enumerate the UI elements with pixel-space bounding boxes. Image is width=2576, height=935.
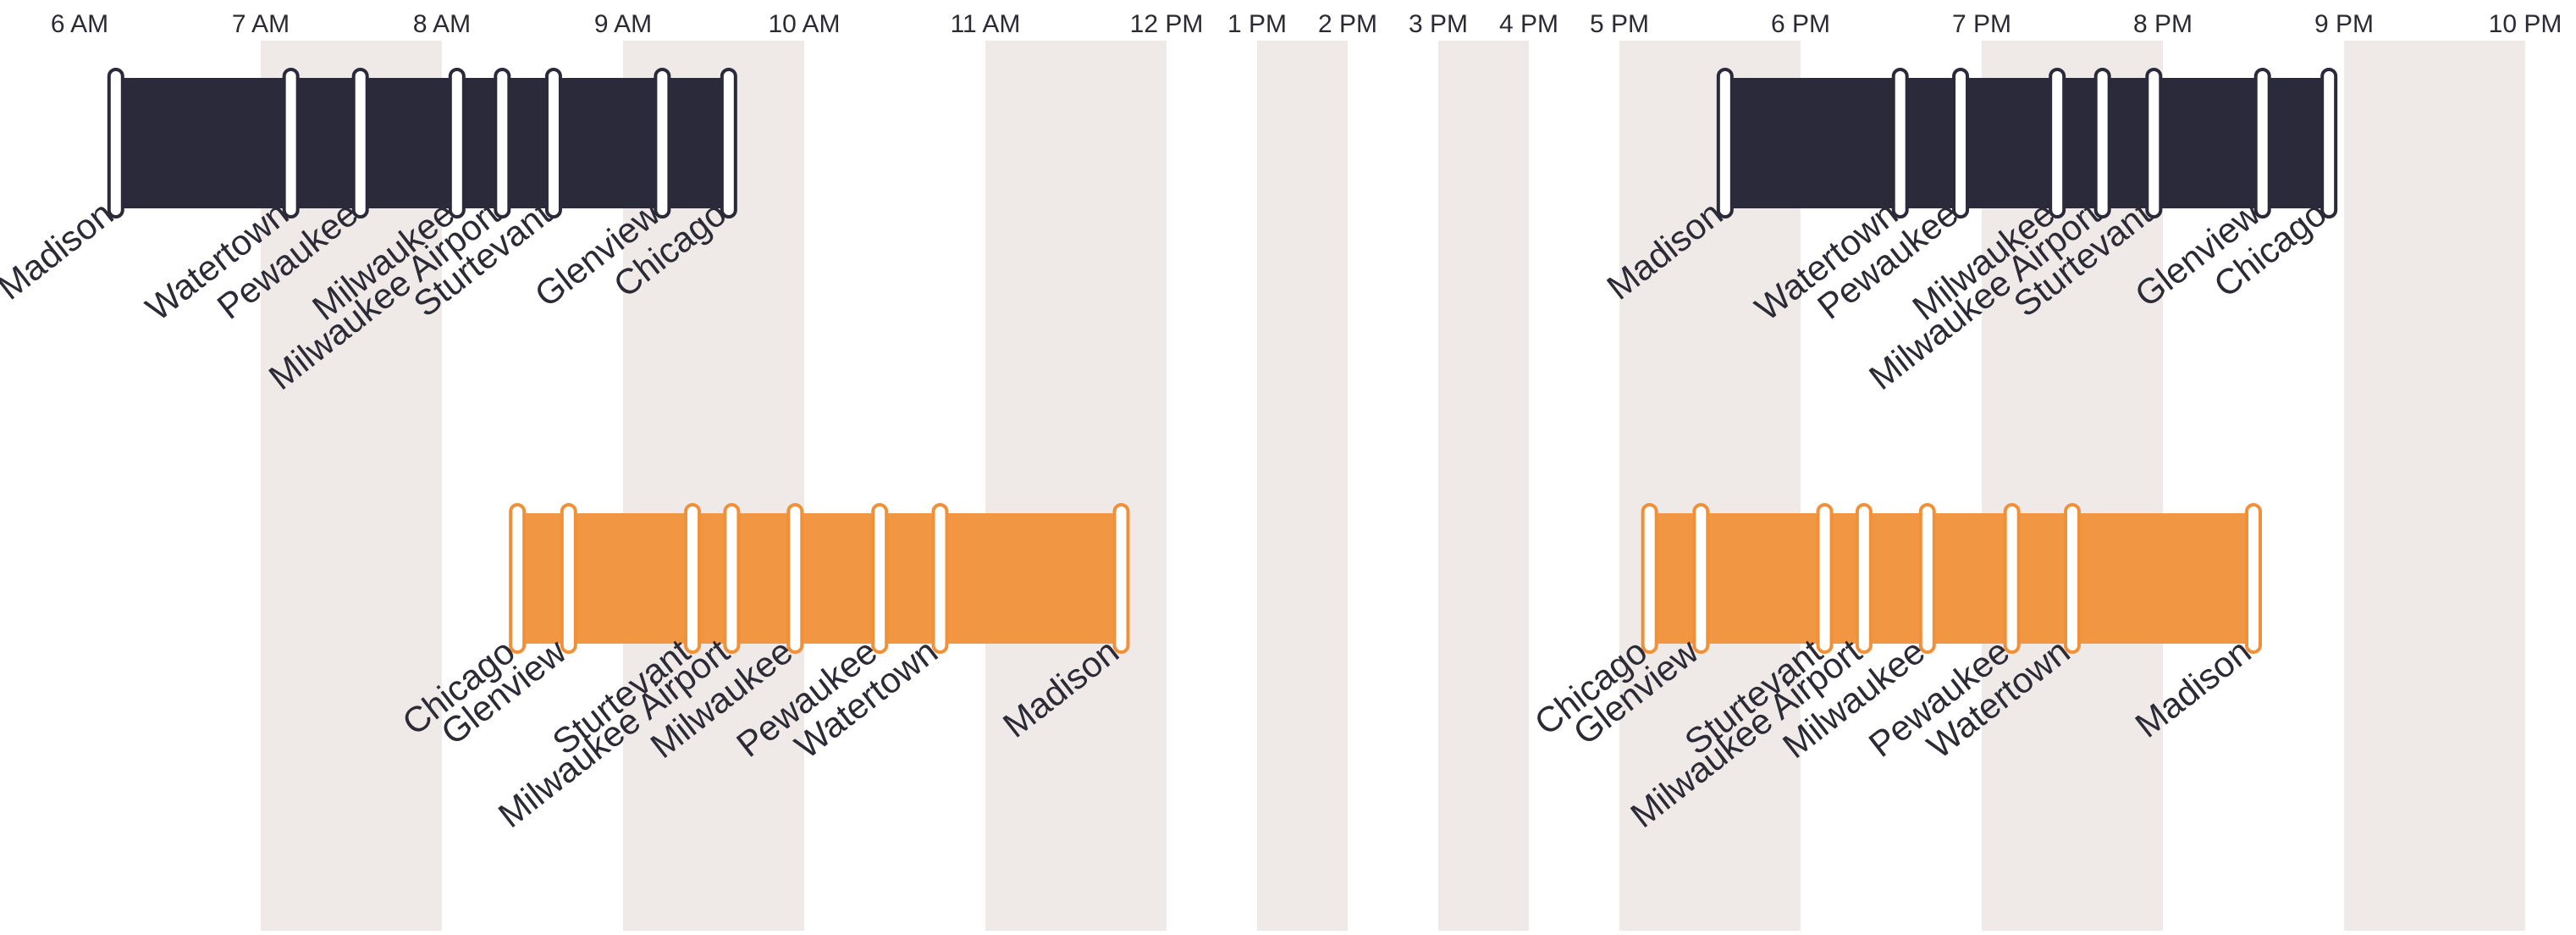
stop-marker-pewaukee — [1952, 68, 1970, 219]
hour-label-11-am: 11 AM — [951, 10, 1021, 38]
stop-marker-watertown — [1891, 68, 1909, 219]
hour-band-3-pm — [1438, 41, 1529, 931]
hour-label-8-am: 8 AM — [413, 10, 471, 38]
hour-label-10-am: 10 AM — [768, 10, 840, 38]
stop-marker-milwaukee-airport — [723, 503, 741, 654]
stop-marker-glenview — [1692, 503, 1710, 654]
hour-label-5-pm: 5 PM — [1590, 10, 1649, 38]
stop-marker-milwaukee — [2049, 68, 2066, 219]
stop-marker-milwaukee — [448, 68, 466, 219]
stop-marker-watertown — [282, 68, 300, 219]
stop-marker-pewaukee — [871, 503, 889, 654]
hour-label-6-pm: 6 PM — [1771, 10, 1830, 38]
stop-marker-madison — [1112, 503, 1130, 654]
hour-label-1-pm: 1 PM — [1227, 10, 1287, 38]
stop-marker-watertown — [931, 503, 949, 654]
stop-label-madison: Madison — [0, 193, 120, 307]
hour-label-2-pm: 2 PM — [1318, 10, 1377, 38]
stop-marker-glenview — [654, 68, 671, 219]
stop-marker-pewaukee — [351, 68, 369, 219]
hour-band-9-pm — [2344, 41, 2525, 931]
stop-marker-milwaukee-airport — [494, 68, 511, 219]
stop-marker-milwaukee — [786, 503, 804, 654]
stop-marker-milwaukee-airport — [2093, 68, 2111, 219]
stop-marker-sturtevant — [544, 68, 562, 219]
trip-bar — [517, 513, 1122, 644]
hour-label-4-pm: 4 PM — [1499, 10, 1558, 38]
trip-bar — [115, 78, 729, 208]
stop-marker-madison — [2245, 503, 2262, 654]
hour-label-7-pm: 7 PM — [1952, 10, 2011, 38]
stop-marker-glenview — [560, 503, 577, 654]
hour-label-8-pm: 8 PM — [2133, 10, 2193, 38]
stop-marker-watertown — [2064, 503, 2081, 654]
hour-labels: 6 AM 7 AM 8 AM 9 AM 10 AM 11 AM 12 PM 1 PM 2 PM 3… — [51, 10, 2562, 38]
stop-marker-chicago — [509, 503, 527, 654]
stop-marker-chicago — [2320, 68, 2338, 219]
stop-marker-madison — [1716, 68, 1734, 219]
stop-marker-glenview — [2253, 68, 2271, 219]
stop-marker-milwaukee-airport — [1855, 503, 1873, 654]
trip-bar — [1649, 513, 2253, 644]
hour-band-11-am — [985, 41, 1167, 931]
hour-label-10-pm: 10 PM — [2489, 10, 2562, 38]
stop-marker-milwaukee — [1918, 503, 1936, 654]
stop-marker-chicago — [1641, 503, 1658, 654]
hour-label-9-am: 9 AM — [594, 10, 652, 38]
hour-bands — [261, 41, 2525, 931]
trip-bar — [1724, 78, 2330, 208]
stop-marker-sturtevant — [684, 503, 702, 654]
hour-label-7-am: 7 AM — [232, 10, 290, 38]
stop-marker-madison — [107, 68, 124, 219]
stop-marker-sturtevant — [1816, 503, 1834, 654]
stop-marker-pewaukee — [2003, 503, 2021, 654]
hour-band-1-pm — [1257, 41, 1348, 931]
trips: Madison WatertownPewaukeeMilwaukeeMilwauk… — [0, 68, 2338, 835]
stop-marker-chicago — [720, 68, 737, 219]
hour-label-6-am: 6 AM — [51, 10, 108, 38]
hour-label-9-pm: 9 PM — [2314, 10, 2374, 38]
hour-label-12-pm: 12 PM — [1130, 10, 1204, 38]
stop-marker-sturtevant — [2145, 68, 2163, 219]
hour-label-3-pm: 3 PM — [1409, 10, 1468, 38]
